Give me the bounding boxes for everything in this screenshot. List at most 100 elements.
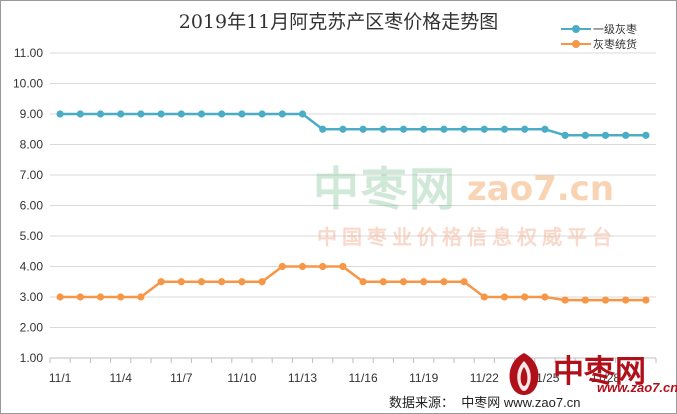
source-label: 数据来源： <box>389 395 455 410</box>
source-line: 数据来源： 中枣网 www.zao7.cn <box>389 392 580 411</box>
logo-text: 中枣网 <box>553 354 646 390</box>
series-2-point-0 <box>56 293 64 301</box>
series-2-point-10 <box>258 278 266 286</box>
series-2-line <box>60 265 646 302</box>
series-1-point-0 <box>56 110 64 118</box>
series-2-point-22 <box>500 293 509 301</box>
series-2-point-25 <box>561 296 569 304</box>
series-1-point-23 <box>521 125 529 133</box>
y-tick-label-6: 7.00 <box>20 168 44 182</box>
x-tick-label-1: 11/4 <box>109 371 132 385</box>
series-1-point-15 <box>359 125 367 133</box>
series-2-point-23 <box>521 293 529 301</box>
series-1-point-25 <box>561 131 569 139</box>
series-2-point-3 <box>117 293 125 301</box>
y-tick-label-0: 1.00 <box>20 351 44 365</box>
series-2-point-20 <box>460 278 468 286</box>
series-2-point-17 <box>399 278 408 286</box>
series-2-point-14 <box>339 262 347 271</box>
series-1-point-7 <box>197 110 206 118</box>
series-2-point-1 <box>76 293 84 301</box>
y-tick-label-3: 4.00 <box>20 260 44 274</box>
series-2-point-28 <box>622 296 630 304</box>
legend-item-series-2: 灰枣统货 <box>561 36 637 51</box>
series-1-point-28 <box>622 131 630 139</box>
series-1-point-2 <box>96 110 105 118</box>
source-value: 中枣网 www.zao7.cn <box>461 395 581 410</box>
series-1-point-20 <box>460 125 468 133</box>
series-2-point-19 <box>440 278 448 286</box>
series-2-point-11 <box>278 262 286 271</box>
series-1-point-27 <box>601 131 610 139</box>
series-1-point-13 <box>319 125 327 133</box>
x-tick-label-4: 11/13 <box>288 371 317 385</box>
legend-swatch-series-2 <box>561 39 591 49</box>
series-2-point-27 <box>601 296 610 304</box>
legend-item-series-1: 一级灰枣 <box>561 21 637 36</box>
series-1-point-22 <box>500 125 509 133</box>
series-2-point-7 <box>197 278 206 286</box>
series-1-point-1 <box>76 110 84 118</box>
series-1-point-26 <box>581 131 589 139</box>
series-2-point-8 <box>218 278 226 286</box>
x-tick-label-0: 11/1 <box>49 371 72 385</box>
series-2-point-2 <box>96 293 105 301</box>
series-2-point-4 <box>137 293 145 301</box>
series-1-line <box>60 112 646 137</box>
series-2-point-15 <box>359 278 367 286</box>
series-2-point-13 <box>319 262 327 271</box>
legend-label-series-1: 一级灰枣 <box>593 23 637 36</box>
series-1-point-19 <box>440 125 448 133</box>
watermark-tagline: 中国枣业价格信息权威平台 <box>317 225 617 249</box>
x-tick-label-5: 11/16 <box>349 371 378 385</box>
series-2-point-18 <box>420 278 428 286</box>
series-2-point-24 <box>541 293 549 301</box>
y-tick-label-9: 10.00 <box>13 77 43 91</box>
series-1-point-4 <box>137 110 145 118</box>
y-tick-label-5: 6.00 <box>20 199 44 213</box>
series-1-point-3 <box>117 110 125 118</box>
series-1-point-9 <box>238 110 246 118</box>
series-1-point-21 <box>480 125 488 133</box>
series-2-point-9 <box>238 278 246 286</box>
series-1-point-10 <box>258 110 266 118</box>
series-1-point-5 <box>157 110 165 118</box>
series-1-point-29 <box>642 131 650 139</box>
series-2-point-16 <box>379 278 387 286</box>
x-tick-label-7: 11/22 <box>470 371 499 385</box>
logo-url: www.zao7.cn <box>597 380 677 395</box>
series-1-point-24 <box>541 125 549 133</box>
series-1-point-11 <box>278 110 286 118</box>
series-1-point-17 <box>399 125 408 133</box>
legend-label-series-2: 灰枣统货 <box>593 38 637 51</box>
series-1-point-12 <box>298 110 307 118</box>
x-tick-label-9: 11/28 <box>591 371 620 385</box>
x-tick-label-2: 11/7 <box>170 371 193 385</box>
series-1-point-6 <box>177 110 185 118</box>
y-tick-label-4: 5.00 <box>20 229 44 243</box>
red-date-logo-icon <box>509 353 539 395</box>
series-1-point-14 <box>339 125 347 133</box>
series-2-point-29 <box>642 296 650 304</box>
y-tick-label-8: 9.00 <box>20 107 44 121</box>
y-tick-label-2: 3.00 <box>20 290 44 304</box>
series-1-point-8 <box>218 110 226 118</box>
series-2-point-6 <box>177 278 185 286</box>
chart-title: 2019年11月阿克苏产区枣价格走势图 <box>178 11 499 33</box>
series-2-point-26 <box>581 296 589 304</box>
watermark-brand: 中枣网 <box>313 162 457 216</box>
x-tick-label-3: 11/10 <box>227 371 256 385</box>
watermark-url: zao7.cn <box>467 169 615 209</box>
series-2-point-21 <box>480 293 488 301</box>
x-tick-label-6: 11/19 <box>409 371 438 385</box>
legend: 一级灰枣 灰枣统货 <box>561 21 637 51</box>
y-tick-label-7: 8.00 <box>20 138 44 152</box>
y-tick-label-10: 11.00 <box>14 46 43 60</box>
y-tick-label-1: 2.00 <box>20 321 44 335</box>
legend-swatch-series-1 <box>561 24 591 34</box>
series-2-point-5 <box>157 278 165 286</box>
series-2-point-12 <box>298 262 307 271</box>
series-1-point-18 <box>420 125 428 133</box>
